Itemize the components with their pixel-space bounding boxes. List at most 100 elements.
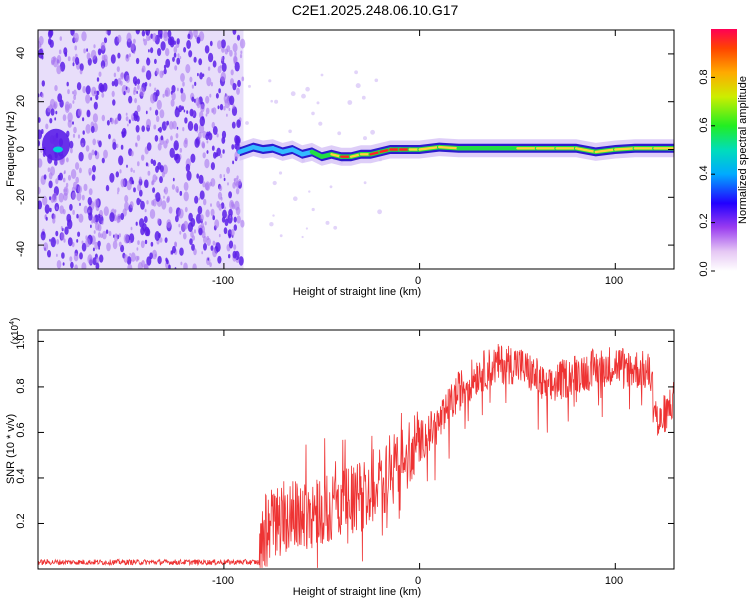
spectrogram-noise-blob bbox=[130, 42, 135, 51]
spectrogram-noise-blob bbox=[179, 247, 184, 256]
spectrogram-noise-blob bbox=[146, 200, 149, 205]
spectrogram-noise-blob bbox=[106, 120, 110, 126]
spectrogram-noise-blob bbox=[56, 206, 58, 210]
spectrogram-noise-blob bbox=[232, 43, 238, 53]
spectrogram-noise-blob bbox=[198, 227, 203, 236]
spectrogram-noise-blob bbox=[159, 237, 163, 243]
spectrogram-noise-blob bbox=[205, 133, 209, 141]
spectrogram-noise-blob bbox=[220, 56, 224, 62]
spectrogram-noise-blob bbox=[60, 232, 65, 241]
spectrogram-noise-blob bbox=[123, 91, 126, 96]
spectrogram-noise-blob bbox=[92, 247, 95, 252]
spectrogram-noise-blob bbox=[77, 185, 82, 194]
spectrogram-noise-blob bbox=[67, 89, 70, 95]
spectrogram-noise-blob bbox=[144, 226, 150, 237]
spectrogram-noise-blob bbox=[79, 69, 83, 75]
spectrogram-noise-blob bbox=[194, 138, 200, 148]
spectrogram-noise-blob bbox=[205, 113, 208, 117]
spectrogram-noise-blob bbox=[92, 113, 98, 123]
spectrogram-noise-blob bbox=[234, 61, 240, 72]
spectrogram-noise-blob bbox=[88, 257, 93, 265]
spectrogram-noise-blob bbox=[98, 140, 102, 148]
spectrogram-noise-blob bbox=[43, 242, 49, 252]
spectrogram-noise-blob bbox=[212, 60, 217, 68]
spectrogram-noise-blob bbox=[150, 158, 154, 164]
spectrogram-noise-blob bbox=[203, 236, 207, 244]
spectrogram-track-peak bbox=[574, 147, 597, 154]
spectrogram-noise-blob bbox=[227, 214, 233, 224]
spectrogram-noise-blob bbox=[85, 94, 91, 104]
spectrogram-noise-blob bbox=[120, 144, 124, 150]
spectrogram-noise-blob bbox=[91, 86, 97, 97]
spectrogram-noise-blob bbox=[193, 30, 198, 38]
spectrogram-noise-blob bbox=[136, 78, 141, 85]
spectrogram-noise-blob bbox=[209, 40, 213, 47]
spectrogram-noise-blob bbox=[159, 176, 163, 184]
spectrogram-noise-blob bbox=[229, 214, 232, 219]
spectrogram-noise-blob bbox=[112, 141, 117, 150]
spectrogram-noise-blob bbox=[174, 65, 178, 71]
spectrogram-noise-blob bbox=[98, 82, 104, 92]
spectrogram-noise-blob bbox=[138, 176, 142, 182]
spectrogram-noise-blob bbox=[224, 48, 228, 55]
spectrogram-noise-blob bbox=[38, 140, 41, 147]
spectrogram-noise-blob bbox=[67, 112, 73, 123]
spectrogram-noise-blob bbox=[63, 188, 65, 193]
spectrogram-noise-blob bbox=[120, 72, 124, 80]
spectrogram-noise-blob bbox=[145, 70, 152, 81]
spectrogram-noise-blob bbox=[232, 182, 236, 189]
spectrogram-noise-blob bbox=[157, 255, 162, 265]
spectrogram-noise-blob bbox=[144, 239, 148, 245]
spectrogram-noise-blob bbox=[172, 120, 177, 130]
spectrogram-noise-blob bbox=[167, 36, 173, 46]
spectrogram-noise-blob bbox=[220, 39, 226, 49]
spectrogram-speckle bbox=[361, 95, 366, 100]
spectrogram-noise-blob bbox=[139, 199, 142, 203]
spectrogram-noise-blob bbox=[100, 41, 106, 51]
spectrogram-noise-blob bbox=[135, 255, 139, 262]
spectrogram-speckle bbox=[377, 209, 382, 215]
spectrogram-noise-blob bbox=[227, 182, 229, 186]
spectrogram-noise-blob bbox=[71, 191, 76, 200]
spectrogram-noise-blob bbox=[199, 72, 204, 80]
spectrogram-noise-blob bbox=[102, 230, 107, 240]
spectrogram-signal-track bbox=[237, 138, 674, 166]
spectrogram-noise-blob bbox=[123, 254, 129, 263]
spectrogram-noise-blob bbox=[85, 85, 91, 95]
spectrogram-noise-blob bbox=[150, 47, 154, 54]
spectrogram-noise-blob bbox=[97, 232, 101, 238]
spectrogram-noise-blob bbox=[118, 233, 121, 238]
spectrogram-noise-blob bbox=[103, 206, 109, 217]
spectrogram-noise-blob bbox=[219, 173, 222, 179]
spectrogram-noise-blob bbox=[81, 240, 84, 245]
spectrogram-speckle bbox=[318, 121, 323, 126]
spectrogram-noise-blob bbox=[129, 252, 131, 256]
snr-ytick-label: 0.2 bbox=[15, 513, 27, 528]
colorbar-gradient bbox=[711, 29, 737, 271]
spectrogram-noise-blob bbox=[163, 68, 167, 75]
spectrogram-noise-blob bbox=[135, 221, 138, 226]
spectrogram-edge-core bbox=[53, 146, 63, 153]
spectrogram-noise-blob bbox=[186, 110, 189, 114]
spectrogram-noise-blob bbox=[50, 237, 56, 248]
spectrogram-noise-blob bbox=[208, 52, 214, 63]
spectrogram-noise-blob bbox=[42, 231, 45, 236]
spectrogram-noise-blob bbox=[72, 62, 75, 67]
spectrogram-noise-blob bbox=[201, 251, 203, 255]
spectrogram-noise-blob bbox=[81, 142, 84, 148]
spectrogram-noise-blob bbox=[186, 40, 192, 49]
spectrogram-y-axis-label: Frequency (Hz) bbox=[5, 111, 17, 187]
spectrogram-noise-blob bbox=[235, 135, 241, 146]
spectrogram-noise-blob bbox=[94, 150, 98, 156]
spectrogram-speckle bbox=[370, 129, 375, 135]
spectrogram-noise-blob bbox=[103, 37, 108, 44]
spectrogram-noise-blob bbox=[146, 118, 151, 129]
spectrogram-noise-blob bbox=[91, 149, 95, 156]
colorbar-tick-label: 0.2 bbox=[698, 213, 710, 228]
spectrogram-noise-blob bbox=[163, 64, 167, 70]
spectrogram-noise-blob bbox=[184, 137, 188, 145]
spectrogram-noise-blob bbox=[205, 95, 210, 104]
spectrogram-speckle bbox=[274, 99, 279, 104]
spectrogram-noise-blob bbox=[112, 99, 116, 106]
